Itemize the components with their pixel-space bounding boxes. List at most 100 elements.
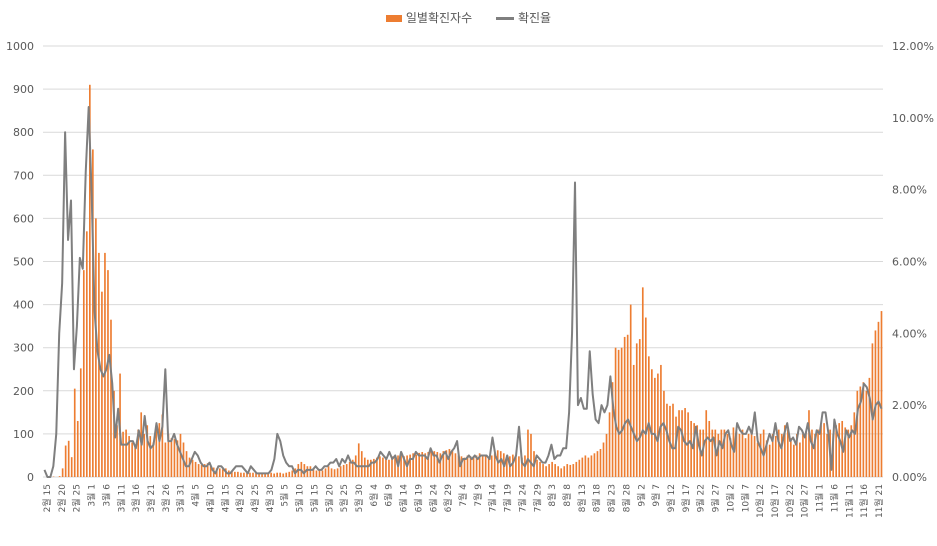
daily-cases-bar [82,270,85,477]
daily-cases-bar [357,443,360,477]
daily-cases-bar [388,459,390,477]
right-axis-tick-label: 2.00% [892,399,927,412]
daily-cases-bar [73,388,76,477]
x-axis-tick-label: 5월 5 [279,484,291,507]
daily-cases-bar [578,459,581,477]
daily-cases-bar [608,412,611,477]
daily-cases-bar [790,438,792,477]
daily-cases-bar [623,336,626,477]
daily-cases-bar [759,433,762,477]
daily-cases-bar [521,457,523,477]
right-axis-tick-label: 0.00% [892,471,927,484]
daily-cases-bar [394,457,396,477]
daily-cases-bar [188,457,191,477]
x-axis-tick-label: 11월 11 [843,484,855,518]
daily-cases-bar [76,420,79,477]
daily-cases-bar [660,364,662,477]
x-axis-tick-label: 3월 11 [115,484,127,512]
daily-cases-bar [865,390,868,477]
x-axis-tick-label: 8월 8 [561,484,573,507]
daily-cases-bar [654,377,656,477]
daily-cases-bar [638,339,641,477]
x-axis-tick-label: 11월 1 [814,484,826,512]
daily-cases-bar [499,451,502,477]
x-axis-ticks: 2월 15 2월 20 2월 25 3월 1 3월 6 3월 11 3월 16 3월 21 3월… [41,484,885,518]
daily-cases-bar [161,414,164,477]
x-axis-tick-label: 9월 12 [665,484,677,512]
daily-cases-bar [484,456,487,477]
x-axis-tick-label: 9월 27 [710,484,722,512]
daily-cases-bar [385,458,387,477]
x-axis-tick-label: 9월 7 [650,484,662,507]
daily-cases-bar [255,471,257,477]
daily-cases-bar [856,390,859,477]
daily-cases-bar [515,455,517,477]
daily-cases-bar [240,472,242,477]
x-axis-tick-label: 10월 12 [754,484,766,518]
x-axis-tick-label: 6월 19 [412,484,424,513]
daily-cases-bar [379,456,381,477]
daily-cases-bar [318,470,321,477]
x-axis-tick-label: 7월 29 [531,484,543,513]
daily-cases-bar [663,390,665,477]
x-axis-tick-label: 11월 16 [858,484,870,518]
daily-cases-bar [370,459,372,477]
daily-cases-bar [176,440,179,477]
left-axis-tick-label: 600 [13,212,34,225]
daily-cases-bar [116,425,118,477]
daily-cases-bar [738,433,741,477]
daily-cases-bar [796,433,798,477]
daily-cases-bar [282,473,285,477]
daily-cases-bar [469,456,472,477]
daily-cases-bar [158,423,161,477]
daily-cases-bar [780,433,783,477]
daily-cases-bar [451,451,454,477]
daily-cases-bar [327,466,330,477]
daily-cases-bar [708,420,711,477]
daily-cases-bar [472,457,475,477]
daily-cases-bar [466,455,469,477]
daily-cases-bar [548,464,550,477]
daily-cases-bar [400,455,402,477]
daily-cases-bar [647,356,650,477]
daily-cases-bar [237,471,239,477]
daily-cases-bar [231,470,233,477]
legend-bar-swatch [385,15,402,22]
daily-cases-bar [599,448,602,477]
daily-cases-bar [496,450,499,477]
daily-cases-bar [726,433,729,477]
daily-cases-bar [657,373,659,477]
daily-cases-bar [711,429,714,477]
right-axis-tick-label: 10.00% [892,112,934,125]
x-axis-tick-label: 4월 25 [249,484,261,512]
daily-cases-bar [442,451,445,477]
daily-cases-bar [641,287,644,477]
daily-cases-bar [270,472,272,477]
daily-cases-bar [221,469,224,477]
x-axis-tick-label: 5월 25 [338,484,350,512]
positivity-rate-line [43,106,883,478]
daily-cases-bar [276,472,279,477]
daily-cases-bar [167,433,170,477]
daily-cases-bar [705,410,708,477]
x-axis-tick-label: 5월 15 [308,484,320,512]
daily-cases-bar [209,466,212,477]
daily-cases-bar [487,457,490,477]
x-axis-tick-label: 9월 2 [635,484,647,507]
daily-cases-bar [539,461,541,477]
x-axis-tick-label: 6월 9 [383,484,395,507]
daily-cases-bar [575,461,578,477]
daily-cases-bar [330,468,333,477]
x-axis-tick-label: 10월 22 [784,484,796,518]
legend-label-positivity-rate: 확진율 [517,11,552,25]
daily-cases-bar [581,457,584,477]
daily-cases-bar [427,452,430,477]
daily-cases-bar [418,452,421,477]
daily-cases-bar [717,433,720,477]
daily-cases-bar [805,431,807,477]
right-axis-tick-label: 4.00% [892,327,927,340]
daily-cases-bar [560,468,563,477]
daily-cases-bar [817,429,819,477]
daily-cases-bar [877,321,880,477]
daily-cases-bar [403,456,405,477]
